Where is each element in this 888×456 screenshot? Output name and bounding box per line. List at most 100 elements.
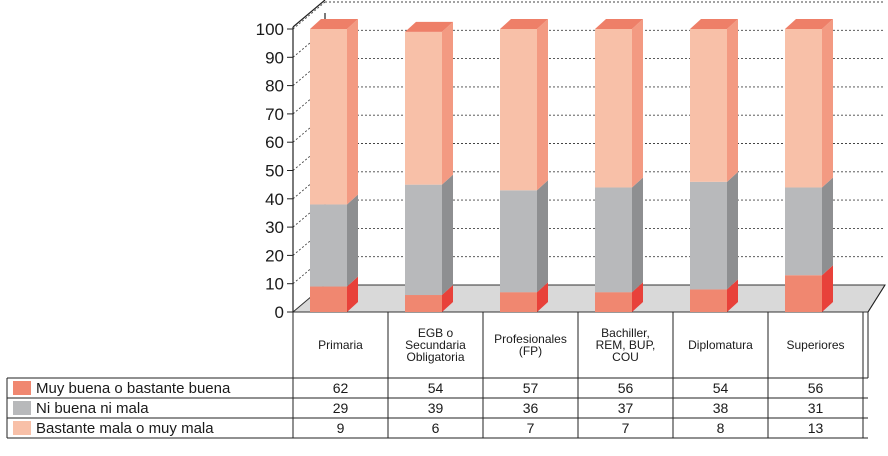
- gridline-diagonal: [292, 86, 326, 115]
- bar-segment-side: [727, 19, 738, 182]
- legend-swatch: [13, 421, 31, 435]
- y-tick-label: 20: [265, 246, 284, 265]
- bar-segment-side: [442, 174, 453, 296]
- gridline-diagonal: [292, 171, 326, 200]
- category-label: EGB o: [418, 326, 454, 340]
- y-tick-label: 60: [265, 133, 284, 152]
- bar-segment-side: [727, 171, 738, 290]
- bar-segment-side: [822, 19, 833, 188]
- y-tick-label: 50: [265, 162, 284, 181]
- y-tick-label: 70: [265, 105, 284, 124]
- bar-segment-side: [537, 282, 548, 312]
- category-label: Primaria: [318, 338, 363, 352]
- bar-segment: [690, 289, 727, 312]
- legend-label: Bastante mala o muy mala: [36, 420, 214, 437]
- legend-label: Ni buena ni mala: [36, 400, 149, 417]
- table-cell-value: 7: [622, 420, 630, 436]
- table-cell-value: 39: [428, 400, 444, 416]
- bar-segment: [310, 286, 347, 312]
- table-cell-value: 13: [808, 420, 824, 436]
- bar-segment-side: [537, 180, 548, 293]
- category-label: Secundaria: [405, 338, 466, 352]
- bar-top-cap: [405, 21, 453, 32]
- bar-segment: [405, 295, 442, 312]
- bar-stacks: [310, 19, 833, 312]
- bar-segment-side: [347, 19, 358, 205]
- legend-swatch: [13, 401, 31, 415]
- y-axis: 0 10 20 30 40 50 60 70 80 90 100: [256, 0, 886, 322]
- bar-top-cap: [690, 19, 738, 29]
- category-label: (FP): [519, 344, 542, 358]
- table-cell-value: 37: [618, 400, 634, 416]
- table-cell-value: 29: [333, 400, 349, 416]
- category-label: Diplomatura: [688, 338, 753, 352]
- bar-segment: [310, 204, 347, 287]
- table-cell-value: 56: [808, 380, 824, 396]
- category-label: REM, BUP,: [596, 338, 656, 352]
- gridline-diagonal: [292, 58, 326, 86]
- y-tick-label: 90: [265, 48, 284, 67]
- category-label: COU: [612, 350, 639, 364]
- floor-edge: [867, 284, 886, 313]
- y-axis-depth-line: [292, 0, 326, 28]
- table-cell-value: 8: [717, 420, 725, 436]
- table-cell-value: 62: [333, 380, 349, 396]
- bar-segment: [500, 29, 537, 191]
- y-tick-label: 80: [265, 77, 284, 96]
- category-label: Superiores: [786, 338, 844, 352]
- bar-segment: [690, 181, 727, 290]
- gridline-diagonal: [292, 29, 326, 58]
- table-cell-value: 54: [713, 380, 729, 396]
- category-label: Obligatoria: [406, 350, 464, 364]
- bar-segment: [500, 292, 537, 312]
- category-label: Profesionales: [494, 332, 567, 346]
- bar-segment-side: [727, 279, 738, 312]
- bar-segment: [785, 29, 822, 188]
- bar-segment: [785, 187, 822, 276]
- bar-segment-side: [632, 19, 643, 188]
- bar-top-cap: [310, 19, 358, 29]
- gridline-diagonal: [292, 228, 326, 256]
- bar-segment-side: [442, 285, 453, 312]
- legend-label: Muy buena o bastante buena: [36, 380, 231, 397]
- bar-segment-side: [632, 177, 643, 293]
- y-tick-label: 0: [275, 303, 284, 322]
- bar-segment: [405, 184, 442, 296]
- table-cell-value: 7: [527, 420, 535, 436]
- table-cell-value: 31: [808, 400, 824, 416]
- bar-segment: [595, 29, 632, 188]
- bar-segment-side: [632, 282, 643, 312]
- bar-segment: [405, 31, 442, 185]
- table-cell-value: 6: [432, 420, 440, 436]
- gridline-diagonal: [292, 256, 326, 285]
- bar-segment: [595, 187, 632, 293]
- bar-segment-side: [822, 177, 833, 276]
- y-tick-label: 40: [265, 190, 284, 209]
- bar-segment: [595, 292, 632, 312]
- bar-segment-side: [537, 19, 548, 191]
- bar-segment: [310, 29, 347, 205]
- table-cell-value: 57: [523, 380, 539, 396]
- table-cell-value: 54: [428, 380, 444, 396]
- category-label: Bachiller,: [601, 326, 650, 340]
- bar-segment-side: [822, 265, 833, 312]
- bar-segment: [785, 275, 822, 312]
- gridline-diagonal: [292, 1, 326, 30]
- bar-segment: [500, 190, 537, 293]
- bar-segment-side: [442, 21, 453, 185]
- gridline-diagonal: [292, 199, 326, 228]
- bar-top-cap: [500, 19, 548, 29]
- legend-swatch: [13, 381, 31, 395]
- table-cell-value: 56: [618, 380, 634, 396]
- table-cell-value: 38: [713, 400, 729, 416]
- gridline-diagonal: [292, 114, 326, 143]
- table-cell-value: 9: [337, 420, 345, 436]
- bar-segment-side: [347, 194, 358, 287]
- bar-top-cap: [595, 19, 643, 29]
- y-tick-label: 30: [265, 218, 284, 237]
- y-tick-label: 10: [265, 275, 284, 294]
- table-cell-value: 36: [523, 400, 539, 416]
- gridline-diagonal: [292, 143, 326, 171]
